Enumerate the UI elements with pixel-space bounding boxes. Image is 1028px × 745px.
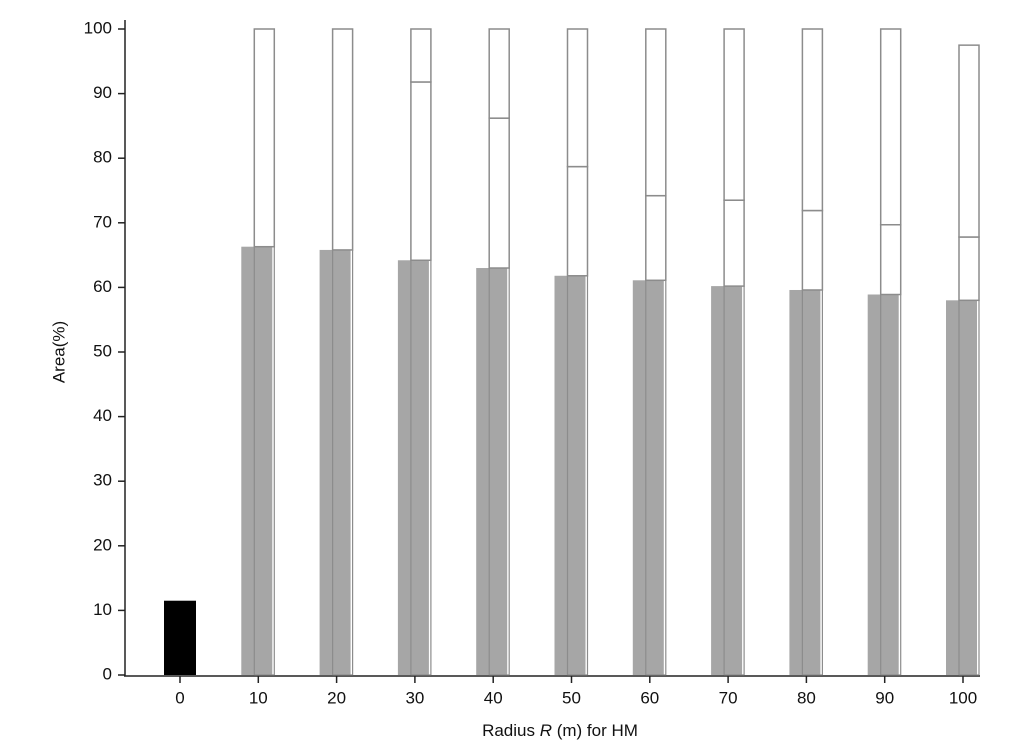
bar-segment (241, 246, 273, 675)
bar-segment (410, 28, 432, 83)
bar-segment (958, 236, 980, 302)
bar-segment (801, 28, 824, 212)
y-tick-label: 0 (103, 664, 112, 683)
y-tick-label: 70 (93, 212, 112, 231)
y-tick-label: 100 (84, 18, 112, 37)
x-tick-label: 90 (875, 688, 894, 707)
bar-segment (253, 28, 276, 248)
bar-segment (566, 165, 589, 277)
x-tick-label: 80 (797, 688, 816, 707)
bar-segment (645, 194, 667, 282)
bar-segment (554, 275, 586, 675)
bar-segment (319, 249, 351, 675)
x-tick-label: 10 (249, 688, 268, 707)
bar-segment (331, 28, 354, 251)
y-tick-label: 50 (93, 341, 112, 360)
bar-segment (645, 28, 667, 197)
x-axis-label-part: Radius (482, 721, 540, 740)
y-tick-label: 90 (93, 83, 112, 102)
x-tick-label: 0 (175, 688, 184, 707)
y-tick-label: 60 (93, 277, 112, 296)
bar-segment (397, 260, 429, 675)
bar-segment (723, 199, 745, 287)
bar-segment (867, 294, 899, 675)
x-axis-label-part: R (540, 721, 552, 740)
bar-segment (789, 289, 821, 675)
y-tick-label: 80 (93, 148, 112, 167)
bar-segment (410, 81, 432, 262)
bar-segment (723, 28, 745, 201)
bar-segment (488, 28, 510, 119)
bar-segment (488, 117, 510, 269)
bar-segment (879, 28, 902, 226)
bar-segment (958, 44, 980, 238)
bar-segment (711, 286, 743, 675)
x-tick-label: 100 (949, 688, 977, 707)
x-axis-label-part: (m) for HM (552, 721, 638, 740)
bar-segment (566, 28, 589, 168)
y-axis-label: Area(%) (49, 321, 68, 383)
y-tick-label: 10 (93, 600, 112, 619)
y-tick-label: 40 (93, 406, 112, 425)
x-tick-label: 50 (562, 688, 581, 707)
x-tick-label: 70 (719, 688, 738, 707)
bar-segment (946, 300, 977, 675)
x-tick-label: 60 (640, 688, 659, 707)
bar-segment (879, 223, 902, 296)
bar-segment (801, 209, 824, 291)
x-tick-label: 40 (484, 688, 503, 707)
bar-segment (164, 600, 196, 675)
y-tick-label: 30 (93, 471, 112, 490)
bar-segment (632, 280, 664, 675)
x-tick-label: 30 (405, 688, 424, 707)
x-axis-label: Radius R (m) for HM (482, 721, 638, 740)
x-tick-label: 20 (327, 688, 346, 707)
y-tick-label: 20 (93, 535, 112, 554)
bar-segment (476, 268, 508, 675)
